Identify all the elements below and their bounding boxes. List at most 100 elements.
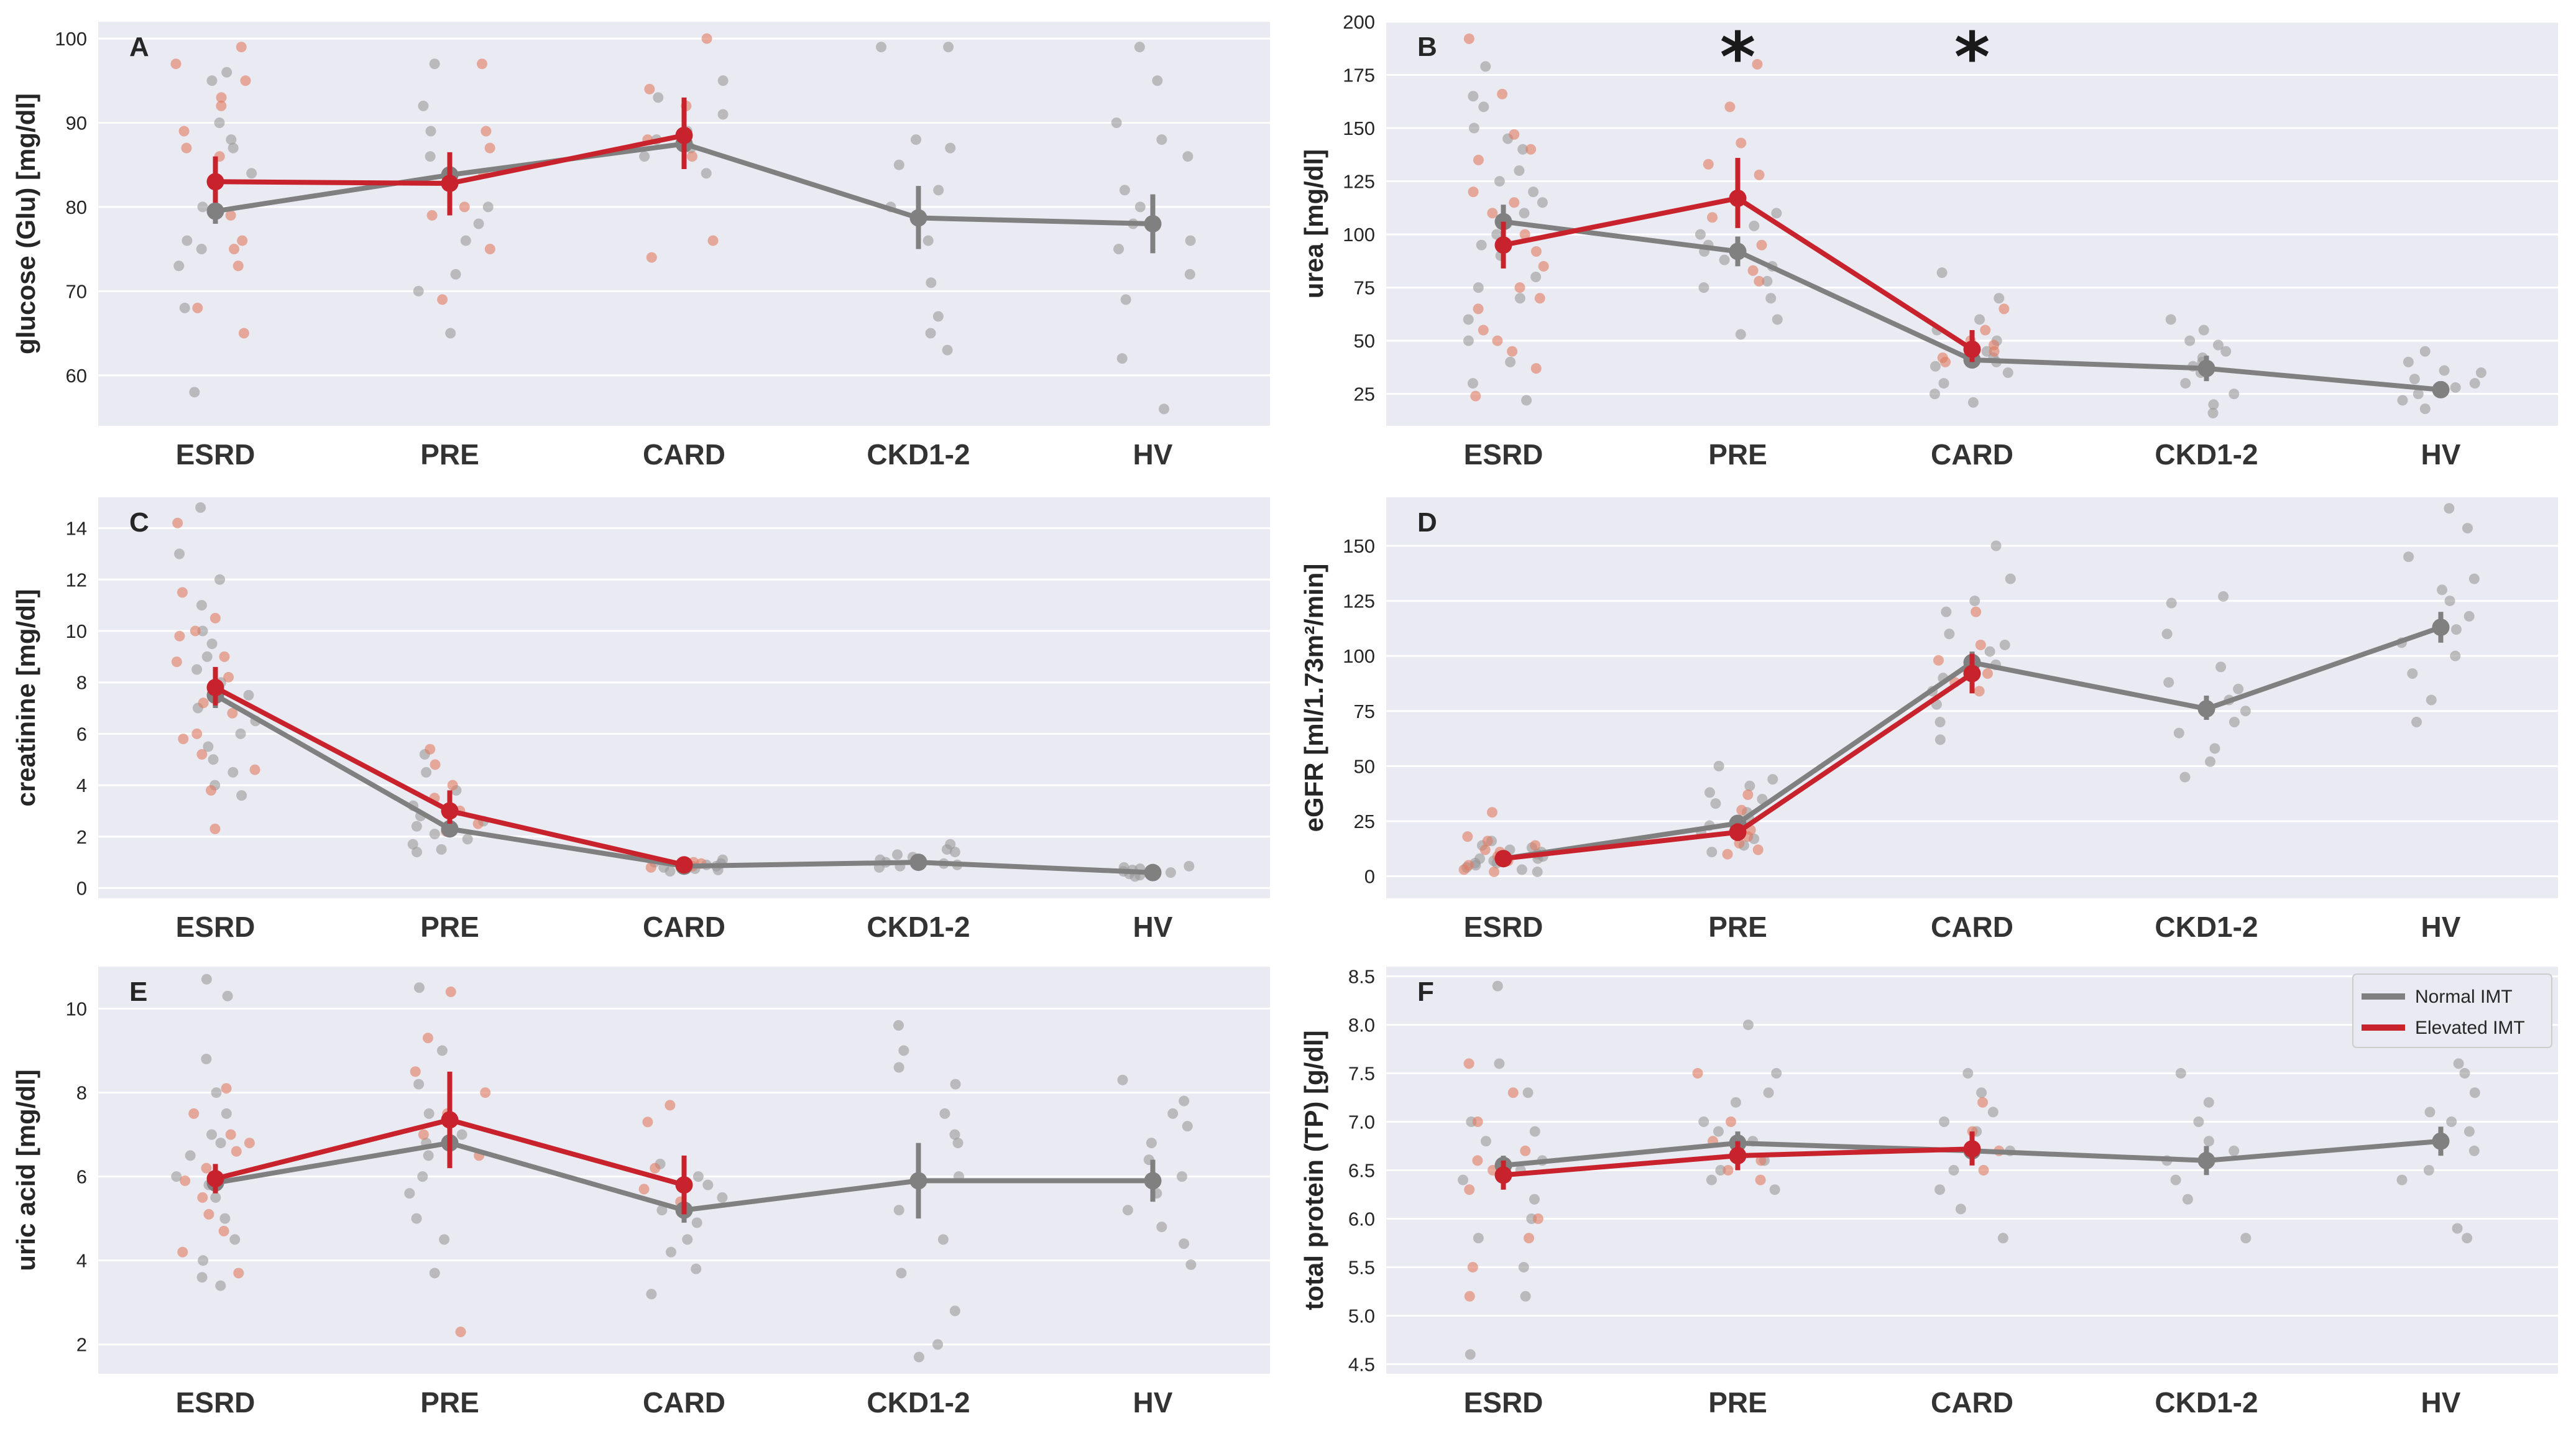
normal-jitter-point [933,185,944,196]
elevated-jitter-point [1463,33,1474,44]
elevated-jitter-point [484,142,495,154]
normal-jitter-point [2198,324,2209,336]
normal-jitter-point [411,1213,422,1224]
elevated-jitter-point [430,759,441,770]
normal-jitter-point [185,1150,196,1161]
normal-jitter-point [1706,1174,1717,1185]
normal-jitter-point [1744,780,1755,791]
normal-jitter-point [893,1205,904,1216]
elevated-jitter-point [445,987,456,998]
elevated-jitter-point [238,328,249,339]
normal-jitter-point [2475,367,2486,378]
normal-jitter-point [462,834,473,845]
x-tick-label: CARD [643,438,725,471]
y-tick-label: 8.5 [1348,966,1375,988]
normal-jitter-point [665,866,676,877]
normal-jitter-point [1999,639,2010,650]
elevated-jitter-point [686,151,697,162]
elevated-jitter-point [1724,101,1736,113]
panel-letter: F [1417,977,1434,1007]
panel-c: 0 2 4 6 8 10 12 14 ESRD PRE CARD CKD1-2 HV creatinine… [11,497,1270,943]
y-tick-label: 8.0 [1348,1015,1375,1036]
normal-jitter-point [2173,727,2184,739]
elevated-jitter-point [1940,356,1951,367]
normal-jitter-point [439,1234,450,1245]
normal-jitter-point [1984,646,1995,657]
normal-jitter-point [1715,1165,1726,1176]
normal-jitter-point [229,1234,241,1245]
normal-jitter-point [2463,610,2475,622]
elevated-jitter-point [1530,246,1542,257]
y-tick-label: 125 [1343,171,1375,193]
elevated-jitter-point [181,142,192,154]
normal-jitter-point [717,1192,728,1203]
x-tick-label: ESRD [176,438,255,471]
normal-jitter-point [1152,75,1163,86]
elevated-jitter-point [237,235,248,246]
elevated-jitter-point [209,823,221,834]
legend-normal-label: Normal IMT [2415,987,2513,1007]
panel-letter: B [1417,32,1437,62]
elevated-jitter-point [1487,208,1498,219]
y-tick-label: 60 [66,365,87,387]
elevated-jitter-point [1532,1213,1543,1224]
normal-jitter-point [898,1045,909,1056]
elevated-jitter-point [1752,58,1763,70]
x-tick-label: PRE [1708,1386,1767,1419]
elevated-jitter-point [1520,1145,1531,1156]
elevated-jitter-point [642,1116,653,1128]
x-tick-label: ESRD [1464,438,1543,471]
elevated-jitter-point [229,244,240,255]
y-axis-title: glucose (Glu) [mg/dl] [11,93,40,354]
normal-jitter-point [196,1272,208,1283]
y-tick-label: 6.0 [1348,1208,1375,1230]
y-tick-label: 10 [66,998,87,1020]
normal-jitter-point [219,1213,231,1224]
elevated-jitter-point [232,260,244,272]
normal-mean-point [909,209,927,227]
normal-jitter-point [436,844,447,855]
normal-jitter-point [228,142,239,154]
normal-jitter-point [243,689,254,701]
elevated-jitter-point [1971,606,1982,617]
panel-e: 2 4 6 8 10 ESRD PRE CARD CKD1-2 HV uric acid [mg/d… [11,967,1270,1419]
elevated-jitter-point [1974,686,1985,697]
normal-jitter-point [2446,1116,2457,1128]
elevated-jitter-point [472,818,484,829]
y-tick-label: 50 [1354,755,1375,777]
elevated-jitter-point [650,1162,661,1174]
y-tick-label: 6 [76,1166,87,1188]
normal-jitter-point [1938,378,1949,389]
normal-jitter-point [1767,774,1778,785]
normal-jitter-point [1474,853,1486,864]
normal-jitter-point [893,1062,904,1073]
normal-jitter-point [418,100,429,111]
normal-jitter-point [1182,151,1194,162]
normal-jitter-point [1698,1116,1709,1128]
normal-jitter-point [653,92,664,103]
elevated-jitter-point [447,780,458,791]
normal-jitter-point [2161,628,2173,640]
normal-jitter-point [2396,1174,2408,1185]
elevated-jitter-point [1464,1184,1475,1195]
elevated-jitter-point [437,294,448,305]
normal-jitter-point [404,1188,415,1199]
elevated-jitter-point [1489,866,1500,877]
normal-jitter-point [937,1234,949,1245]
normal-mean-point [2197,1151,2215,1169]
normal-jitter-point [1769,1184,1780,1195]
normal-jitter-point [2212,339,2224,351]
normal-jitter-point [1936,267,1948,278]
normal-jitter-point [692,1171,704,1182]
normal-jitter-point [2462,1233,2473,1244]
panel-f: 4.5 5.0 5.5 6.0 6.5 7.0 7.5 8.0 8.5 ESRD PRE CARD CK… [1299,966,2558,1419]
elevated-mean-point [441,802,459,820]
normal-jitter-point [411,821,422,832]
normal-jitter-point [665,1246,676,1258]
normal-jitter-point [2170,1174,2181,1185]
normal-jitter-point [413,285,424,297]
elevated-jitter-point [418,1129,429,1140]
normal-jitter-point [1494,176,1505,187]
normal-mean-point [2197,700,2215,718]
x-tick-label: CKD1-2 [2155,911,2258,943]
